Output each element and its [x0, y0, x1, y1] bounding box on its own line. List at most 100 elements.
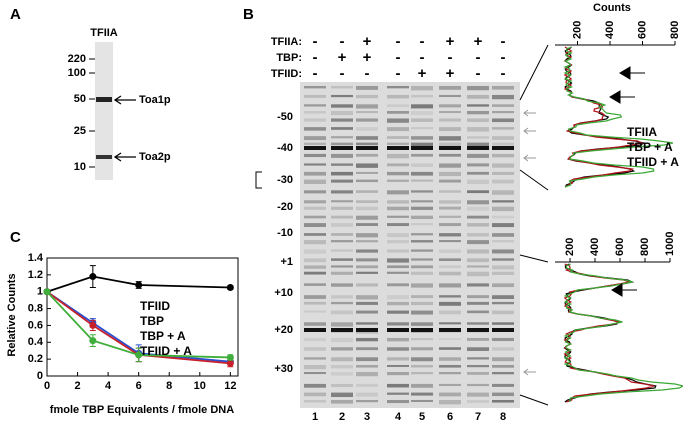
band-label: Toa2p [139, 151, 171, 163]
condition: - [448, 49, 453, 66]
gel-band [467, 322, 489, 325]
gel-band [439, 322, 461, 325]
position-label: +1 [280, 256, 293, 268]
gel-band [439, 240, 461, 243]
connector [519, 254, 549, 263]
gel-band [356, 104, 378, 109]
gel-band [356, 94, 378, 99]
gel-band [304, 171, 326, 176]
gel-band [96, 97, 112, 102]
gel-band [467, 104, 489, 107]
gel-band [492, 118, 514, 123]
gel-band [439, 163, 461, 168]
gel-band [356, 127, 378, 131]
panel-letter: B [243, 6, 254, 23]
gel-band [467, 371, 489, 375]
gel-band [467, 118, 489, 122]
bracket [255, 171, 262, 189]
gel-band [304, 163, 326, 166]
gel-band [411, 179, 433, 182]
data-point [135, 351, 143, 359]
position-label: +10 [274, 287, 293, 299]
axis-title: Counts [593, 2, 631, 14]
gel-band [439, 357, 461, 361]
x-tick-label: 2 [74, 380, 80, 392]
gel-band [467, 399, 489, 403]
gel-band [331, 357, 353, 362]
gel-band [387, 240, 409, 244]
condition: - [501, 65, 506, 82]
gel-band [411, 153, 433, 157]
gel-band [387, 322, 409, 326]
gel-band [492, 200, 514, 203]
gel-band [331, 206, 353, 210]
gel-band [331, 258, 353, 261]
gel-band [467, 240, 489, 245]
gel-band [439, 265, 461, 269]
gel-band [387, 399, 409, 404]
condition: + [363, 33, 372, 50]
data-point [89, 321, 97, 329]
gel-band [411, 200, 433, 203]
gel-band [411, 392, 433, 396]
gel-band [387, 265, 409, 269]
gel-band [411, 283, 433, 288]
legend-entry: TFIID + A [627, 155, 679, 169]
gel-band [411, 146, 433, 150]
gel-band [439, 295, 461, 298]
gel-band [411, 111, 433, 116]
gel-band [467, 86, 489, 91]
condition: + [474, 33, 483, 50]
arrow [523, 127, 536, 135]
gel-band [467, 142, 489, 147]
condition: - [420, 49, 425, 66]
gel-band [387, 94, 409, 99]
y-tick-label: 1.4 [28, 252, 44, 264]
gel-band [304, 200, 326, 204]
gel-band [492, 328, 514, 332]
arrow [113, 95, 136, 105]
condition: - [476, 49, 481, 66]
gel-band [439, 104, 461, 108]
gel-band [439, 383, 461, 386]
gel-band [356, 146, 378, 150]
gel-band [492, 127, 514, 130]
condition: - [476, 65, 481, 82]
gel-band [492, 347, 514, 351]
data-point [226, 359, 234, 367]
row-label: TFIIA: [271, 36, 302, 48]
gel-band [304, 104, 326, 107]
gel-band [304, 142, 326, 145]
gel-band [387, 310, 409, 314]
x-tick-label: 8 [166, 380, 172, 392]
gel-band [492, 94, 514, 100]
gel-band [387, 249, 409, 253]
gel-band [439, 371, 461, 375]
gel-band [439, 190, 461, 193]
gel-band [492, 301, 514, 305]
gel-band [439, 215, 461, 218]
gel-band [467, 171, 489, 175]
gel-band [387, 337, 409, 342]
legend-entry: TFIID + A [140, 344, 192, 358]
row-label: TBP: [276, 52, 302, 64]
gel-band [492, 223, 514, 228]
gel-band [331, 240, 353, 243]
gel-band [411, 357, 433, 362]
tick-label: 200 [564, 238, 576, 256]
gel-band [467, 295, 489, 299]
gel-band [356, 399, 378, 403]
gel-band [467, 200, 489, 205]
data-point [226, 284, 234, 291]
gel-band [304, 337, 326, 342]
gel-band [387, 392, 409, 395]
condition: - [501, 49, 506, 66]
gel-band [331, 200, 353, 203]
condition: - [396, 65, 401, 82]
gel-band [356, 163, 378, 168]
gel-band [331, 399, 353, 404]
gel-band [356, 271, 378, 274]
gel-band [356, 265, 378, 269]
gel-band [439, 347, 461, 350]
gel-band [411, 310, 433, 315]
